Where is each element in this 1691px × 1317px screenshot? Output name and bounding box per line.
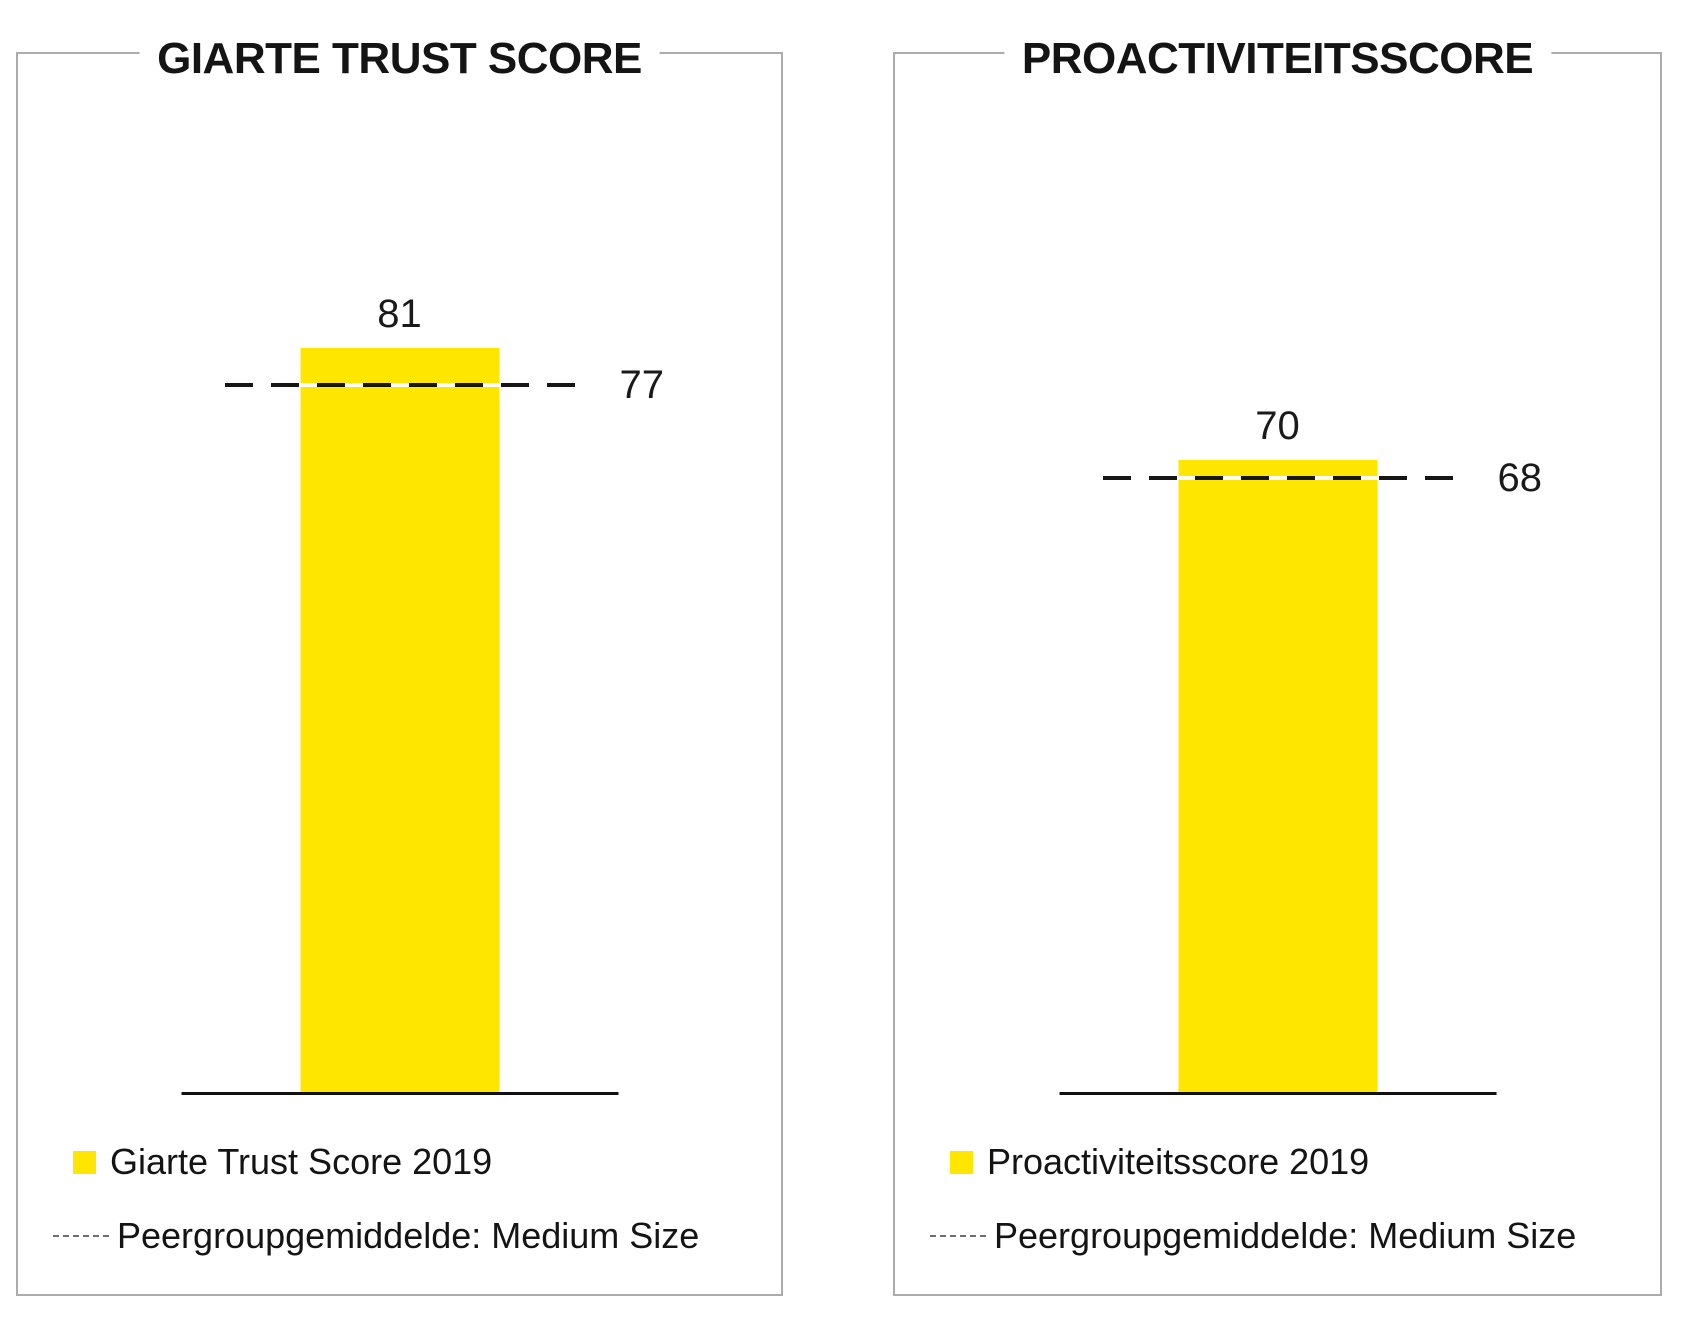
legend-series-label: Giarte Trust Score 2019 xyxy=(110,1141,493,1182)
yellow-square-icon xyxy=(73,1150,96,1174)
legend-peergroup-label: Peergroupgemiddelde: Medium Size xyxy=(117,1215,700,1256)
legend-peergroup-label: Peergroupgemiddelde: Medium Size xyxy=(994,1215,1577,1256)
chart-title: GIARTE TRUST SCORE xyxy=(139,33,660,85)
dashed-line-icon xyxy=(53,1235,109,1237)
bar-value-label: 81 xyxy=(377,292,422,336)
legend-item-series: Giarte Trust Score 2019 xyxy=(73,1140,492,1184)
legend-series-label: Proactiviteitsscore 2019 xyxy=(987,1141,1370,1182)
peer-average-dashed-line xyxy=(1102,476,1453,480)
x-axis-line xyxy=(181,1092,618,1095)
dashed-line-icon xyxy=(930,1235,986,1237)
peer-value-label: 77 xyxy=(619,363,665,407)
x-axis-line xyxy=(1059,1092,1496,1095)
chart-title: PROACTIVITEITSSCORE xyxy=(1003,33,1552,85)
legend-item-peergroup: Peergroupgemiddelde: Medium Size xyxy=(930,1214,1576,1258)
chart-panel-proactivity-score: PROACTIVITEITSSCORE 70 68 Proactiviteits… xyxy=(893,33,1662,1296)
bar-value-label: 70 xyxy=(1255,404,1300,448)
legend-item-series: Proactiviteitsscore 2019 xyxy=(950,1140,1369,1184)
bar xyxy=(300,348,499,1092)
plot-area: 81 77 xyxy=(18,54,781,1092)
bar xyxy=(1178,460,1377,1092)
legend-item-peergroup: Peergroupgemiddelde: Medium Size xyxy=(53,1214,699,1258)
peer-value-label: 68 xyxy=(1497,456,1543,500)
peer-average-dashed-line xyxy=(224,383,575,387)
yellow-square-icon xyxy=(950,1150,973,1174)
plot-area: 70 68 xyxy=(895,54,1660,1092)
chart-panel-trust-score: GIARTE TRUST SCORE 81 77 Giarte Trust Sc… xyxy=(16,33,783,1296)
